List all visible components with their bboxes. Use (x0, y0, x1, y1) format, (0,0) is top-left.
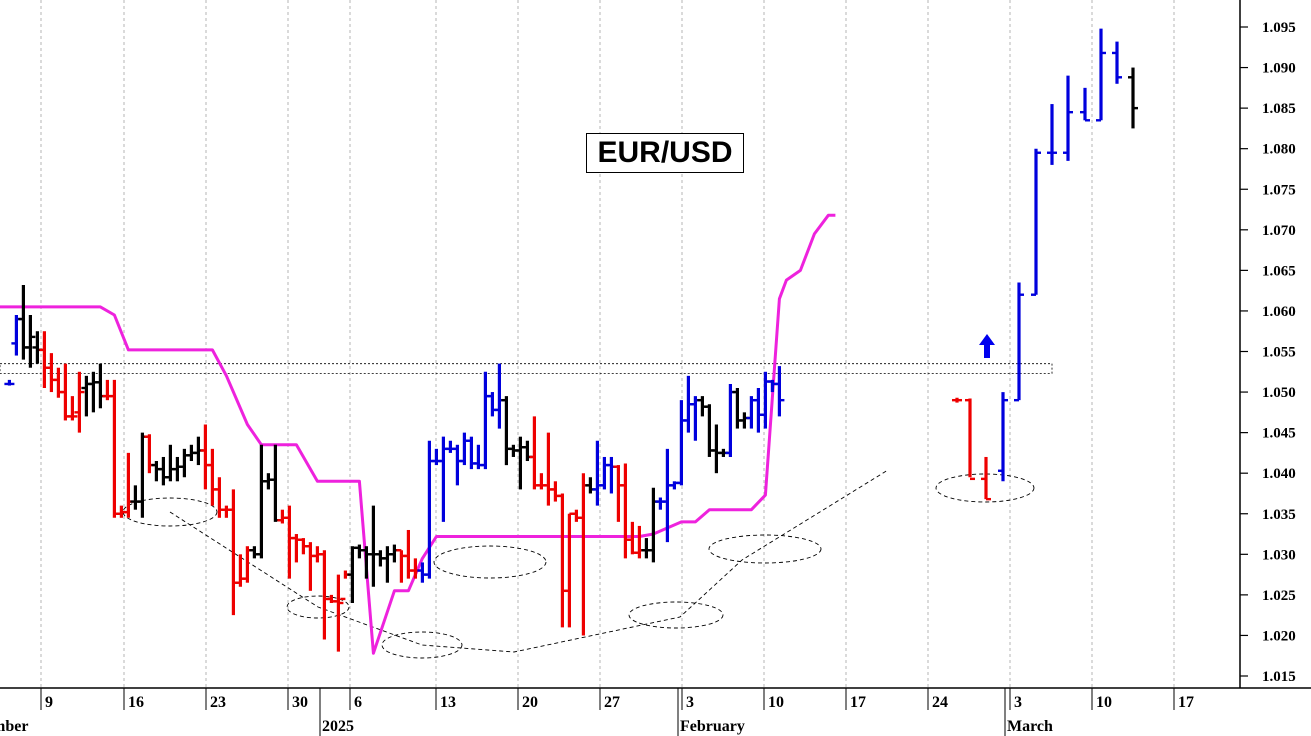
y-tick-label: 1.015 (1262, 669, 1296, 685)
ohlc-bar (1047, 104, 1057, 165)
y-tick-label: 1.065 (1262, 263, 1296, 279)
price-bars (4, 28, 1138, 652)
ohlc-bar (774, 366, 785, 417)
plot-area (0, 0, 1240, 688)
support-trend-line (169, 469, 889, 653)
ohlc-bar (4, 379, 15, 386)
swing-low-ellipse (381, 631, 463, 659)
chart-title: EUR/USD (586, 133, 744, 173)
x-tick-label: 17 (850, 694, 866, 711)
x-tick-label: 20 (522, 694, 538, 711)
y-tick-label: 1.090 (1262, 61, 1296, 77)
swing-low-ellipse (935, 473, 1035, 503)
y-tick-label: 1.020 (1262, 628, 1296, 644)
x-tick-label: 17 (1178, 694, 1194, 711)
ohlc-bar (1080, 87, 1090, 122)
swing-low-ellipse (433, 545, 547, 579)
ohlc-bar (1014, 282, 1024, 402)
x-tick-label: 23 (210, 694, 226, 711)
y-tick-label: 1.080 (1262, 142, 1296, 158)
y-tick-label: 1.095 (1262, 20, 1296, 36)
chart-annotations (0, 334, 1053, 659)
x-tick-label: 10 (1096, 694, 1112, 711)
y-tick-label: 1.035 (1262, 507, 1296, 523)
x-tick-label: 3 (686, 694, 694, 711)
vertical-gridlines (0, 0, 1240, 688)
ohlc-bar (965, 398, 975, 481)
ohlc-bar (333, 574, 344, 652)
swing-low-ellipse (708, 534, 822, 564)
month-label: mber (0, 718, 28, 735)
y-tick-label: 1.040 (1262, 466, 1296, 482)
ohlc-bar (74, 371, 85, 433)
up-arrow-icon (979, 334, 995, 358)
swing-low-ellipse (122, 497, 218, 527)
y-tick-label: 1.085 (1262, 101, 1296, 117)
y-tick-label: 1.055 (1262, 345, 1296, 361)
ohlc-bar (1031, 148, 1041, 296)
month-label: March (1007, 718, 1053, 735)
ohlc-bar (1128, 67, 1138, 129)
y-tick-label: 1.060 (1262, 304, 1296, 320)
ohlc-bar (25, 314, 36, 368)
x-tick-label: 6 (354, 694, 362, 711)
x-tick-label: 10 (768, 694, 784, 711)
y-tick-label: 1.070 (1262, 223, 1296, 239)
x-tick-label: 24 (932, 694, 948, 711)
x-tick-label: 13 (440, 694, 456, 711)
x-tick-label: 16 (128, 694, 144, 711)
trailing-stop-line (0, 213, 836, 655)
ohlc-bar (981, 456, 991, 501)
x-tick-label: 9 (45, 694, 53, 711)
ohlc-bar (1063, 75, 1073, 161)
x-tick-label: 3 (1014, 694, 1022, 711)
y-tick-label: 1.050 (1262, 385, 1296, 401)
ohlc-bar (67, 396, 78, 421)
ohlc-bar (1096, 28, 1106, 122)
resistance-band (0, 363, 1053, 374)
y-tick-label: 1.025 (1262, 588, 1296, 604)
month-label: February (680, 718, 745, 735)
x-tick-label: 27 (604, 694, 620, 711)
ohlc-bar (952, 397, 962, 403)
ohlc-bar (998, 392, 1008, 482)
stop-line-series (0, 213, 836, 655)
ohlc-bar (1112, 41, 1122, 84)
month-label: 2025 (322, 718, 354, 735)
y-tick-label: 1.045 (1262, 426, 1296, 442)
swing-low-ellipse (628, 601, 724, 629)
y-tick-label: 1.075 (1262, 182, 1296, 198)
y-tick-label: 1.030 (1262, 547, 1296, 563)
x-tick-label: 30 (292, 694, 308, 711)
swing-low-ellipse (286, 595, 350, 619)
